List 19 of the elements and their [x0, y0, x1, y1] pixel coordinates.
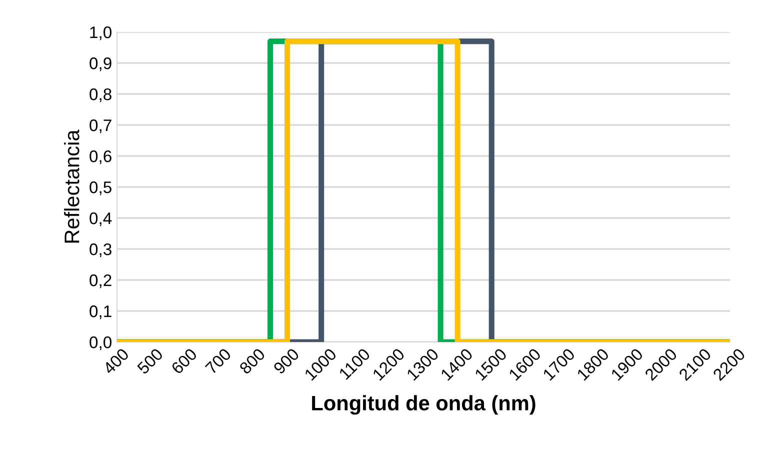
x-axis-title: Longitud de onda (nm)	[312, 395, 536, 415]
y-tick-label: 0,8	[90, 88, 112, 102]
y-tick-label: 0,5	[90, 181, 112, 196]
y-tick-label: 0,2	[90, 274, 112, 288]
y-tick-label: 1,0	[90, 26, 112, 40]
y-tick-label: 0,3	[90, 243, 112, 258]
y-tick-label: 0,4	[90, 212, 112, 226]
y-tick-label: 0,9	[90, 57, 112, 72]
y-tick-label: 0,0	[90, 336, 112, 350]
x-tick-label: 800	[238, 348, 266, 375]
x-tick-label: 400	[102, 348, 130, 375]
y-axis-title: Reflectancia	[64, 130, 80, 243]
x-tick-label: 900	[272, 348, 300, 375]
x-tick-label: 700	[204, 348, 232, 375]
y-tick-label: 0,7	[90, 119, 112, 134]
x-tick-label: 500	[136, 348, 164, 375]
y-tick-label: 0,1	[90, 305, 112, 320]
x-tick-label: 600	[170, 348, 198, 375]
y-tick-label: 0,6	[90, 150, 112, 164]
